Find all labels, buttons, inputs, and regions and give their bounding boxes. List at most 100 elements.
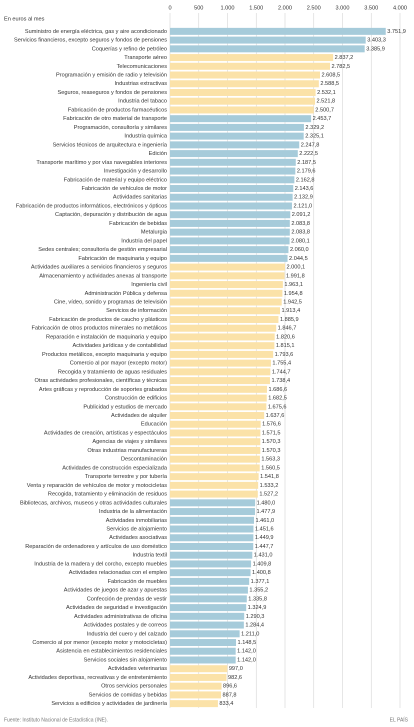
category-label: Venta y reparación de vehículos de motor… — [27, 483, 167, 489]
category-label: Reparación e instalación de maquinaria y… — [46, 334, 167, 340]
value-label: 2.179,6 — [297, 169, 316, 175]
category-label: Almacenamiento y actividades anexas al t… — [39, 273, 167, 279]
category-label: Artes gráficas y reproducción de soporte… — [39, 387, 167, 393]
bar — [170, 586, 248, 594]
value-label: 2.500,7 — [315, 107, 334, 113]
category-label: Suministro de energía eléctrica, gas y a… — [25, 29, 167, 35]
bar — [170, 525, 254, 533]
category-label: Fabricación de muebles — [108, 579, 168, 585]
value-label: 2.247,8 — [301, 142, 320, 148]
category-label: Asistencia en establecimientos residenci… — [56, 649, 167, 655]
value-label: 833,4 — [219, 701, 233, 707]
value-label: 1.148,5 — [238, 640, 257, 646]
value-label: 1.461,0 — [256, 518, 275, 524]
bar — [170, 673, 227, 681]
category-label: Fabricación de material y equipo eléctri… — [64, 177, 167, 183]
value-label: 1.335,8 — [248, 596, 267, 602]
bar — [170, 700, 218, 708]
x-tick-label: 4.000 — [393, 5, 407, 11]
value-label: 2.121,0 — [293, 203, 312, 209]
category-label: Telecomunicaciones — [117, 64, 168, 70]
value-label: 2.060,0 — [290, 247, 309, 253]
value-label: 2.588,5 — [320, 81, 339, 87]
category-label: Programación, consultoría y similares — [74, 125, 167, 131]
category-label: Seguros, reaseguros y fondos de pensione… — [58, 90, 168, 96]
value-label: 1.290,3 — [246, 614, 265, 620]
bar — [170, 656, 236, 664]
bar — [170, 412, 265, 420]
category-label: Actividades asociativas — [109, 535, 167, 541]
category-label: Recogida, tratamiento y eliminación de r… — [48, 492, 167, 498]
x-tick-label: 2.000 — [278, 5, 292, 11]
bar — [170, 324, 277, 332]
bar — [170, 88, 316, 96]
x-tick-label: 3.000 — [336, 5, 350, 11]
value-label: 997,0 — [229, 666, 243, 672]
value-label: 1.913,4 — [282, 308, 301, 314]
bar — [170, 150, 298, 158]
value-label: 2.083,8 — [291, 221, 310, 227]
value-label: 2.782,5 — [331, 64, 350, 70]
category-label: Sedes centrales; consultoría de gestión … — [38, 247, 167, 253]
bar — [170, 45, 365, 53]
category-label: Publicidad y estudios de mercado — [83, 404, 167, 410]
bar — [170, 420, 261, 428]
category-label: Programación y emisión de radio y televi… — [56, 73, 167, 79]
value-label: 2.143,6 — [295, 186, 314, 192]
subtitle: En euros al mes — [4, 16, 45, 22]
bar — [170, 237, 290, 245]
value-label: 2.044,5 — [289, 256, 308, 262]
bar — [170, 263, 286, 271]
value-label: 2.091,2 — [292, 212, 311, 218]
category-label: Fabricación de maquinaria y equipo — [78, 256, 167, 262]
bar — [170, 289, 283, 297]
bar — [170, 176, 295, 184]
value-label: 1.409,8 — [253, 561, 272, 567]
bar — [170, 36, 366, 44]
category-label: Comercio al por mayor (excepto motor) — [70, 361, 167, 367]
category-label: Fabricación de productos informáticos, e… — [16, 203, 167, 209]
value-label: 1.541,8 — [260, 474, 279, 480]
value-label: 2.132,9 — [294, 195, 313, 201]
value-label: 1.324,9 — [248, 605, 267, 611]
value-label: 2.080,1 — [291, 238, 310, 244]
category-label: Productos metálicos, excepto maquinaria … — [42, 352, 167, 358]
source: Fuente: Instituto Nacional de Estadístic… — [4, 717, 108, 723]
category-label: Actividades jurídicas y de contabilidad — [72, 343, 167, 349]
bar — [170, 542, 254, 550]
bar — [170, 403, 267, 411]
value-label: 1.675,6 — [268, 404, 287, 410]
bar — [170, 621, 244, 629]
x-tick-label: 3.500 — [364, 5, 378, 11]
bar — [170, 307, 281, 315]
category-label: Recogida y tratamiento de aguas residual… — [58, 369, 167, 375]
value-label: 1.637,6 — [266, 413, 285, 419]
value-label: 2.521,8 — [317, 99, 336, 105]
value-label: 2.608,5 — [321, 73, 340, 79]
x-tick-label: 2.500 — [307, 5, 321, 11]
category-label: Servicios técnicos de arquitectura e ing… — [53, 142, 168, 148]
category-label: Metalurgia — [141, 230, 168, 236]
value-label: 1.560,5 — [261, 465, 280, 471]
bar — [170, 577, 250, 585]
category-label: Industria de la madera y del corcho, exc… — [34, 561, 167, 567]
category-label: Otros servicios personales — [101, 684, 167, 690]
value-label: 1.571,5 — [262, 430, 281, 436]
category-label: Fabricación de productos farmacéuticos — [68, 107, 167, 113]
value-label: 2.837,2 — [335, 55, 354, 61]
bar — [170, 123, 304, 131]
bar — [170, 429, 261, 437]
bar — [170, 106, 314, 114]
value-label: 1.793,6 — [275, 352, 294, 358]
value-label: 1.820,6 — [276, 334, 295, 340]
category-label: Actividades veterinarias — [108, 666, 167, 672]
value-label: 1.451,6 — [255, 527, 274, 533]
bar — [170, 481, 259, 489]
category-label: Servicios a edificios y actividades de j… — [51, 701, 168, 707]
value-label: 887,8 — [223, 692, 237, 698]
value-label: 1.846,7 — [278, 326, 297, 332]
value-label: 2.162,8 — [296, 177, 315, 183]
category-label: Servicios de alojamiento — [106, 527, 167, 533]
value-label: 2.329,2 — [305, 125, 324, 131]
bar — [170, 639, 237, 647]
